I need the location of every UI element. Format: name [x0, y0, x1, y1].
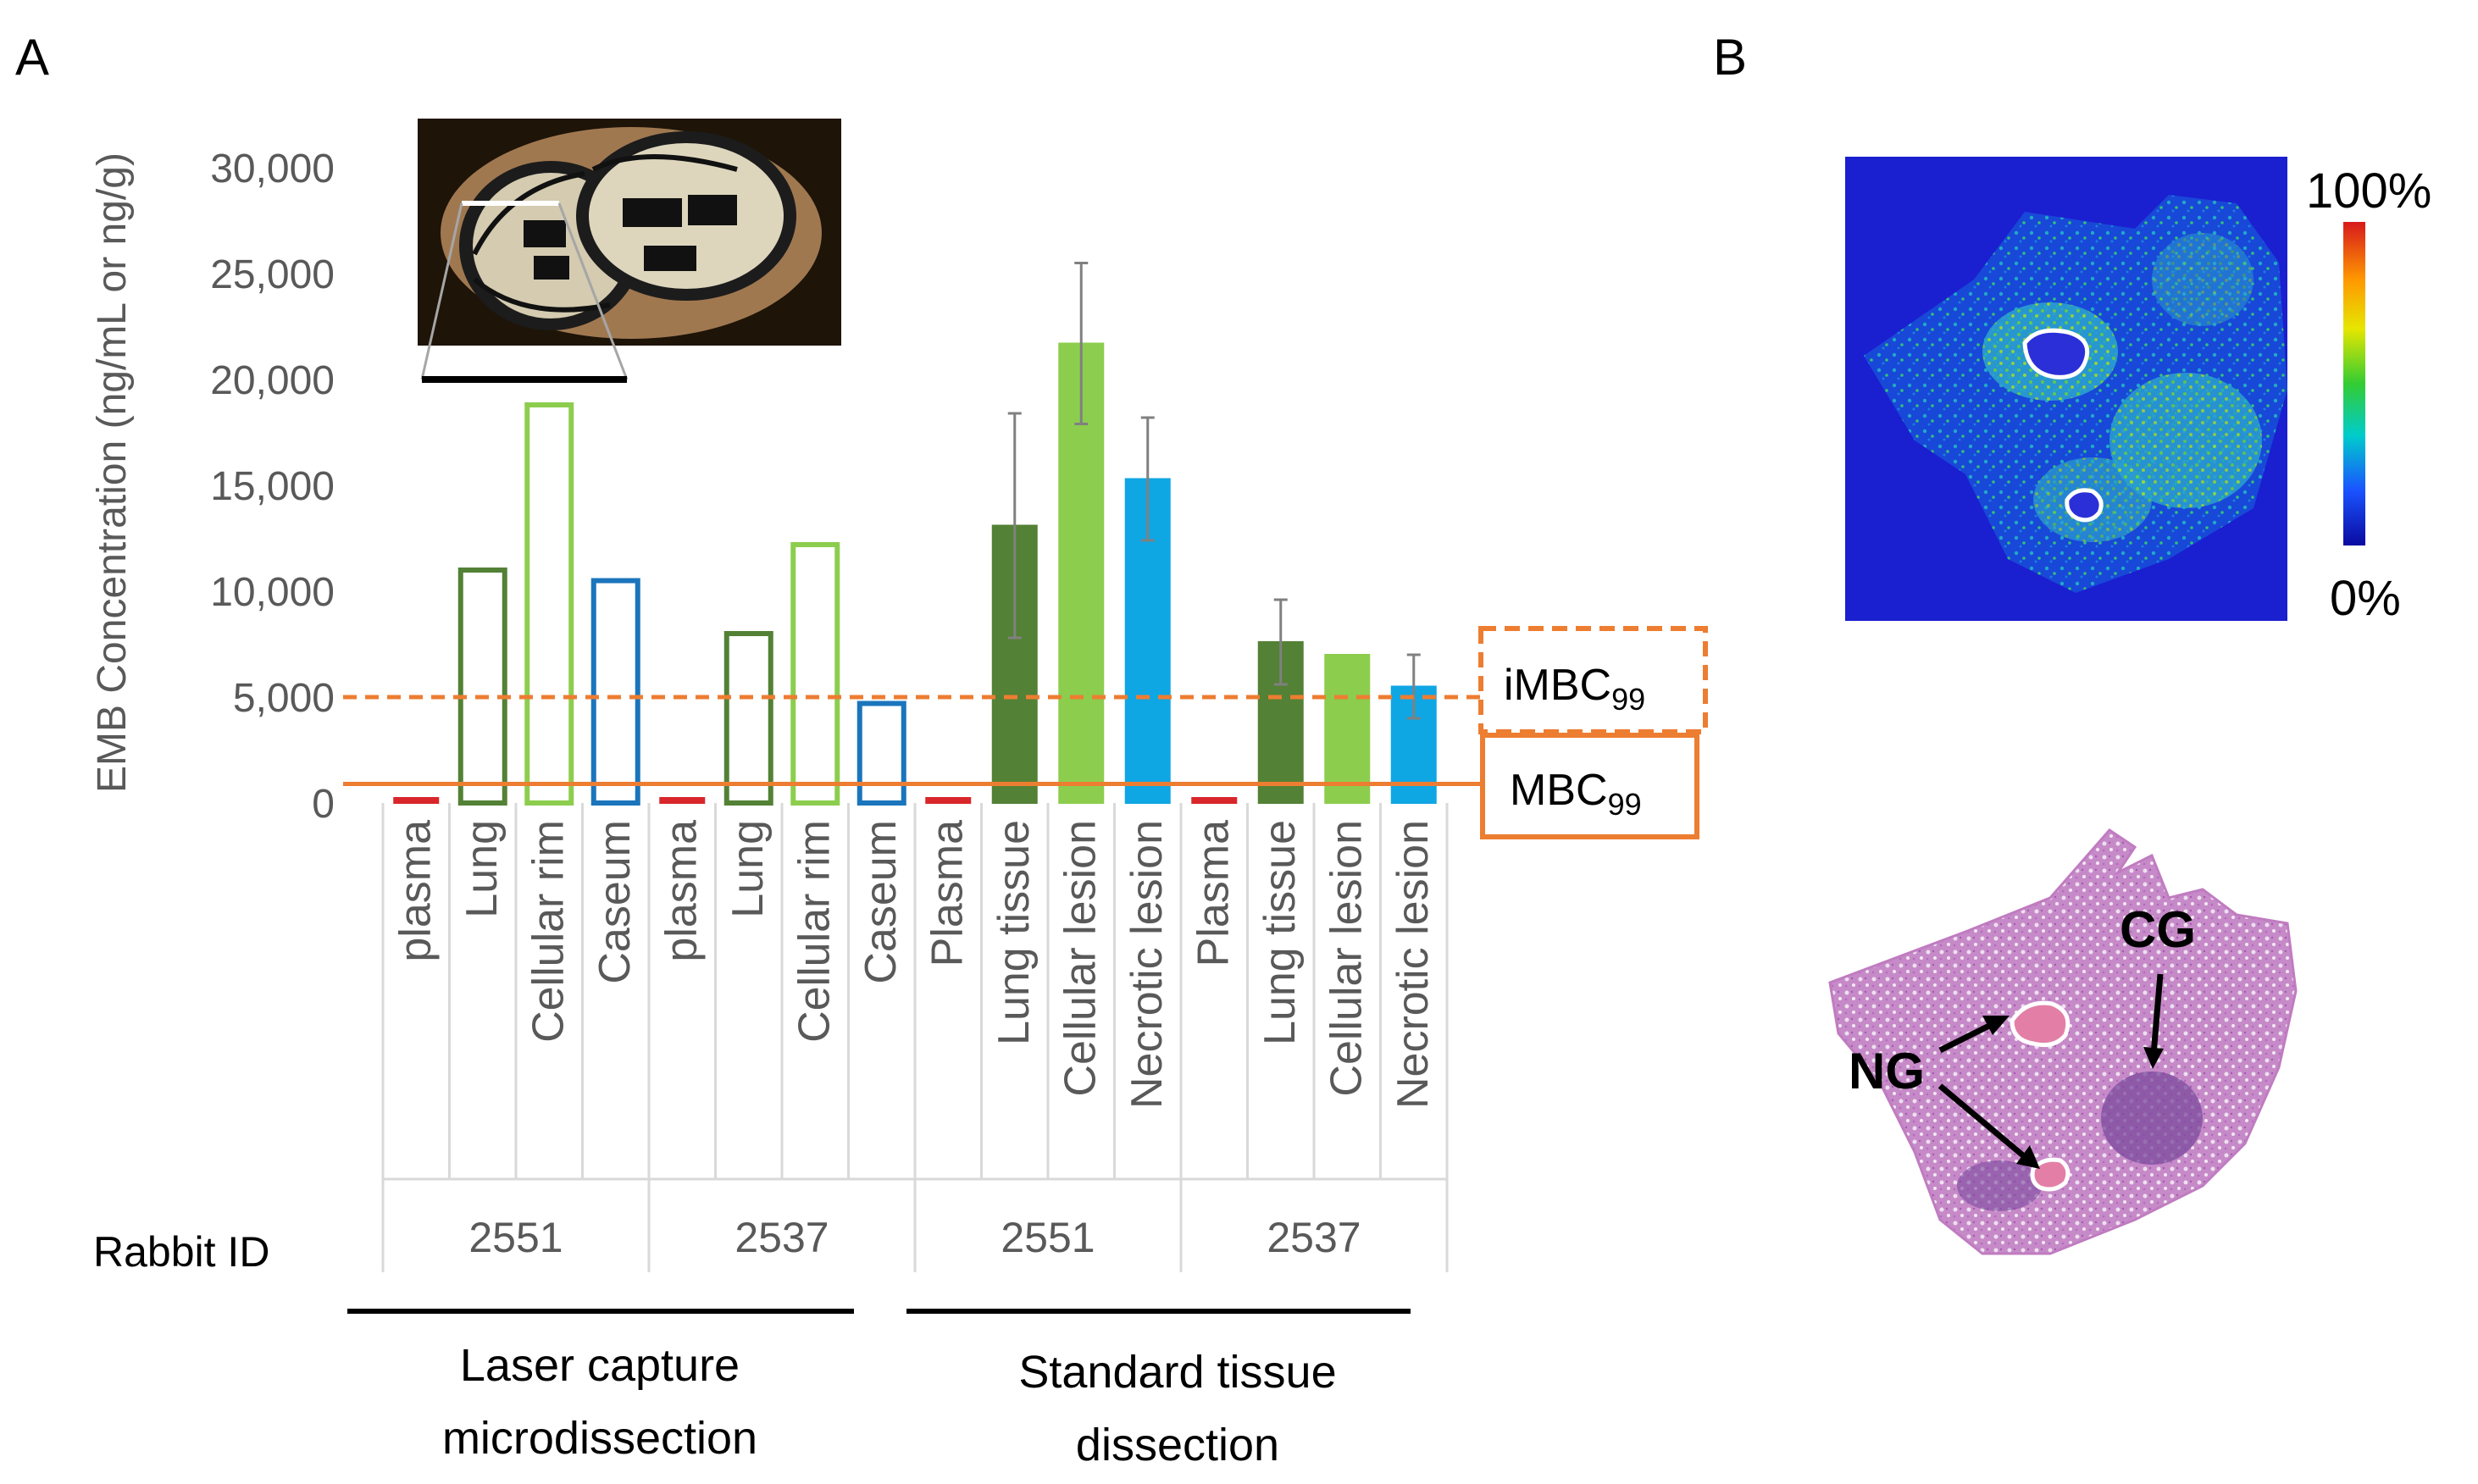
bar: [856, 700, 906, 806]
category-label: Cellular lesion: [1056, 820, 1105, 1097]
y-axis-label: EMB Concentration (ng/mL or ng/g): [90, 152, 135, 793]
panel-label-b: B: [1713, 29, 1747, 86]
rabbit-id-label: Rabbit ID: [93, 1228, 269, 1276]
category-label: Lung: [457, 820, 507, 918]
category-label: Caseum: [590, 820, 640, 984]
emb-ion-heatmap: 100% 0%: [1845, 157, 2431, 626]
category-label: Cellular lesion: [1322, 820, 1371, 1097]
bar: [723, 631, 773, 806]
bar: [393, 797, 440, 804]
mbc-label: MBC99: [1510, 766, 1642, 822]
mbc-sub: 99: [1608, 787, 1642, 822]
y-tick-labels: 0 5,000 10,000 15,000 20,000 25,000 30,000: [210, 147, 335, 827]
method-std-line2: dissection: [1076, 1420, 1279, 1470]
category-label: Necrotic lesion: [1123, 820, 1172, 1109]
bar: [590, 578, 640, 806]
method-std-line1: Standard tissue: [1018, 1347, 1336, 1398]
rabbit-id-value: 2551: [1001, 1214, 1095, 1261]
reference-lines: [343, 695, 1481, 786]
category-label: plasma: [657, 820, 706, 962]
category-label: Cellular rim: [524, 820, 573, 1043]
bar: [457, 568, 507, 806]
imbc-name: iMBC: [1504, 661, 1611, 710]
category-label: Necrotic lesion: [1389, 820, 1438, 1109]
rabbit-id-value: 2537: [735, 1214, 829, 1261]
histology-section: NG CG: [1828, 828, 2298, 1255]
category-label: Lung: [723, 820, 773, 918]
method-lcm-line1: Laser capture: [460, 1340, 740, 1391]
mbc-name: MBC: [1510, 766, 1608, 815]
y-tick-label: 20,000: [210, 358, 335, 403]
imbc-box: [1478, 626, 1708, 734]
rabbit-id-value: 2551: [468, 1214, 563, 1261]
cg-label: CG: [2120, 901, 2196, 958]
bar: [524, 402, 574, 806]
rabbit-id-value: 2537: [1267, 1214, 1361, 1261]
lcm-tissue-inset: [418, 119, 841, 383]
category-label: Lung tissue: [1256, 820, 1305, 1045]
imbc-label: iMBC99: [1504, 661, 1645, 717]
rabbit-id-groups: 2551 2537 2551 2537: [468, 1214, 1361, 1261]
imbc-sub: 99: [1611, 682, 1645, 717]
panel-label-a: A: [15, 29, 49, 86]
error-bars: [1007, 262, 1421, 720]
category-label: Plasma: [1189, 820, 1238, 966]
category-label: Lung tissue: [990, 820, 1039, 1045]
colorbar-max-label: 100%: [2306, 163, 2431, 219]
y-tick-label: 10,000: [210, 570, 335, 615]
category-label: Caseum: [856, 820, 906, 984]
method-lcm-line2: microdissection: [442, 1413, 757, 1464]
category-label: Plasma: [923, 820, 972, 966]
y-tick-label: 15,000: [210, 464, 335, 509]
y-tick-label: 5,000: [233, 676, 335, 721]
ng-label: NG: [1849, 1043, 1925, 1099]
mbc-box: [1480, 733, 1699, 839]
y-tick-label: 25,000: [210, 252, 335, 297]
bar: [925, 797, 972, 804]
bar: [790, 542, 840, 806]
category-table-grid: [381, 803, 1449, 1272]
bar: [1324, 654, 1371, 804]
category-label: plasma: [391, 820, 440, 962]
bar: [1191, 797, 1238, 804]
colorbar: [2343, 222, 2365, 545]
category-labels: plasma Lung Cellular rim Caseum plasma Lung Ce…: [391, 820, 1438, 1109]
bar: [659, 797, 706, 804]
bars: [393, 342, 1437, 806]
category-label: Cellular rim: [790, 820, 839, 1043]
y-tick-label: 0: [312, 782, 335, 827]
y-tick-label: 30,000: [210, 147, 335, 191]
colorbar-min-label: 0%: [2330, 571, 2401, 626]
